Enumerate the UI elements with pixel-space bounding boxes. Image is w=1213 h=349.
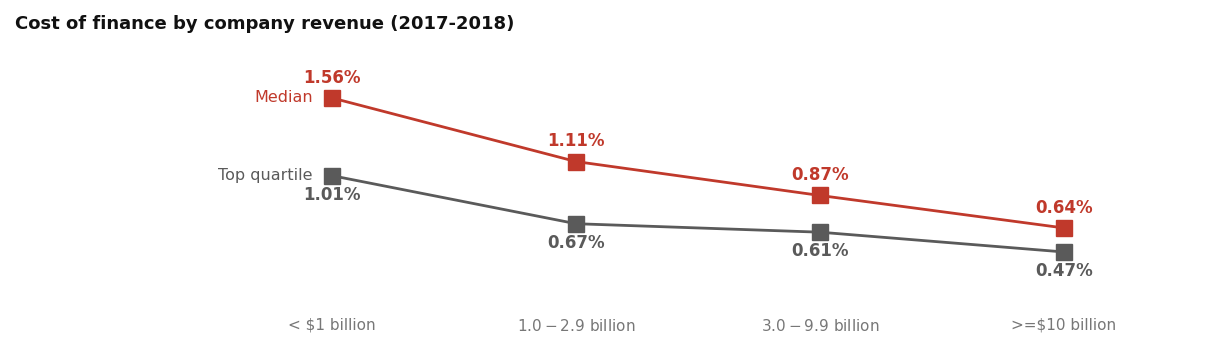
Text: 0.67%: 0.67% [547,233,605,252]
Text: Median: Median [254,90,313,105]
Text: 1.56%: 1.56% [303,69,360,87]
Text: 0.64%: 0.64% [1035,199,1093,217]
Text: 0.61%: 0.61% [791,242,849,260]
Text: 0.87%: 0.87% [791,166,849,184]
Text: 0.47%: 0.47% [1035,262,1093,280]
Text: Top quartile: Top quartile [218,168,313,183]
Text: 1.11%: 1.11% [547,132,605,150]
Text: 1.01%: 1.01% [303,186,360,203]
Text: Cost of finance by company revenue (2017-2018): Cost of finance by company revenue (2017… [15,15,514,33]
